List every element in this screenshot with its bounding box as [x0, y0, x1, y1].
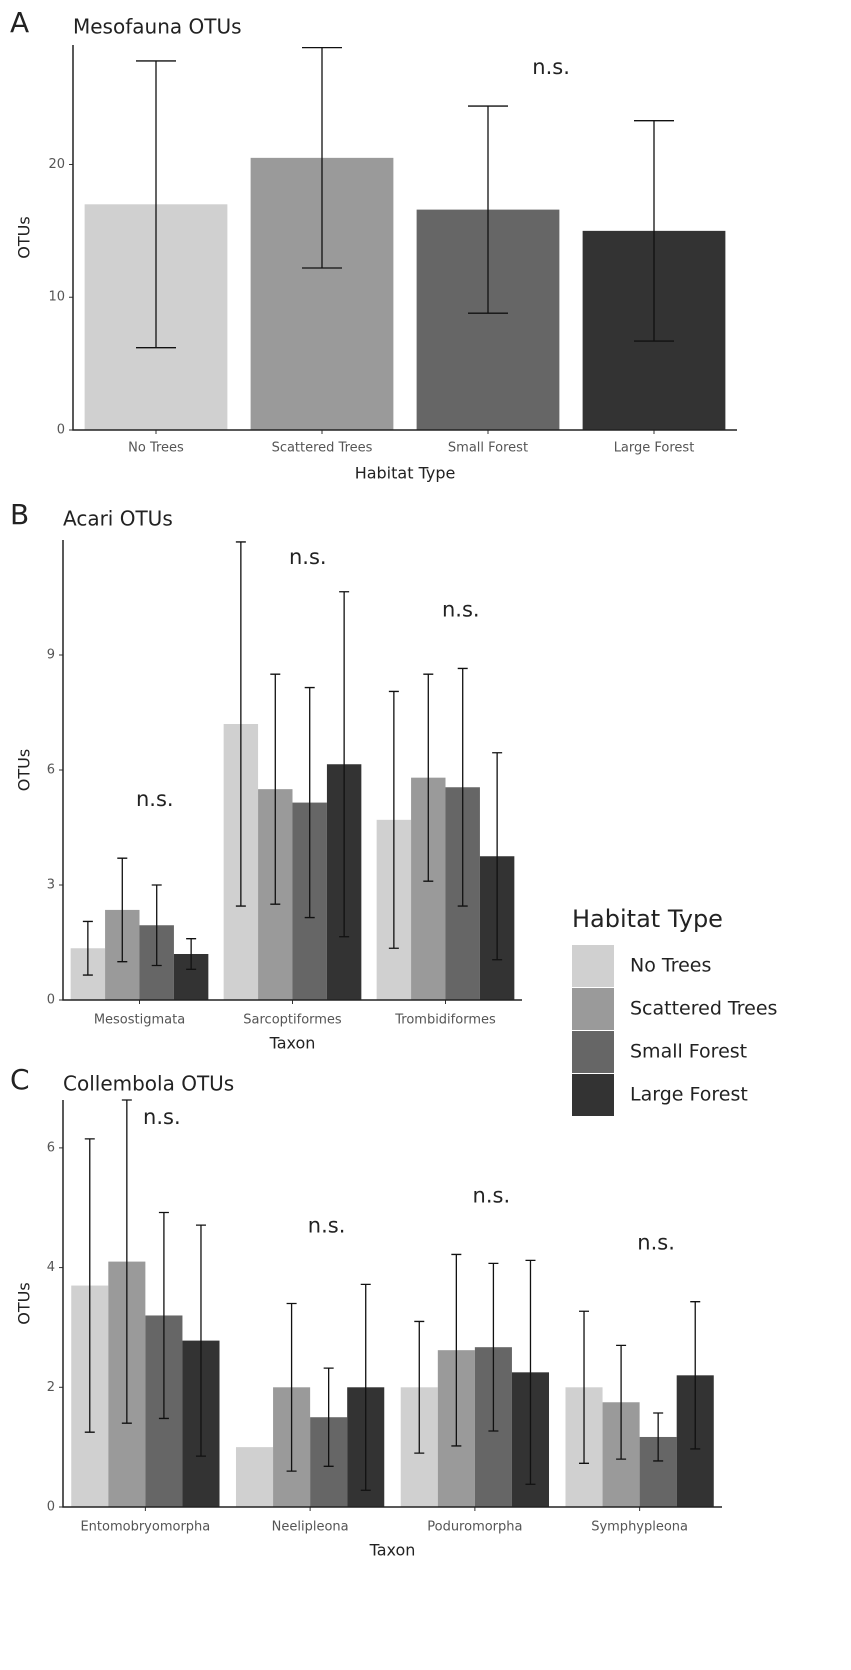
error-bar	[525, 1259, 536, 1485]
annotation: n.s.	[532, 55, 570, 79]
x-tick-label: Symphypleona	[591, 1520, 688, 1535]
x-axis-title: Taxon	[369, 1541, 416, 1560]
error-bar	[121, 1099, 132, 1424]
legend-swatch	[572, 988, 614, 1030]
error-bar	[235, 541, 246, 907]
error-bar	[423, 673, 434, 882]
panel-label: A	[10, 6, 29, 39]
error-bar	[690, 1301, 701, 1450]
group-annotation: n.s.	[289, 545, 327, 569]
error-bar	[82, 920, 93, 976]
error-bar	[151, 884, 162, 967]
error-bar	[195, 1224, 206, 1457]
y-tick-label: 3	[47, 878, 55, 893]
group-annotation: n.s.	[143, 1105, 181, 1129]
chart-title: Acari OTUs	[63, 507, 173, 531]
error-bar	[488, 1262, 499, 1432]
error-bar	[457, 667, 468, 907]
axes	[72, 45, 737, 431]
x-tick-label: Poduromorpha	[427, 1520, 522, 1535]
legend-swatch	[572, 1031, 614, 1073]
panel-label: C	[10, 1063, 30, 1096]
error-bar	[492, 752, 503, 961]
x-tick-label: Neelipleona	[272, 1520, 349, 1535]
group-annotation: n.s.	[136, 787, 174, 811]
x-tick-label: No Trees	[128, 441, 184, 456]
x-tick-label: Trombidiformes	[394, 1013, 496, 1028]
chart-title: Mesofauna OTUs	[73, 15, 242, 39]
x-tick-label: Mesostigmata	[94, 1013, 185, 1028]
x-axis-title: Taxon	[269, 1034, 316, 1053]
x-tick-label: Entomobryomorpha	[80, 1520, 210, 1535]
legend-label: Scattered Trees	[630, 998, 777, 1020]
y-tick-label: 0	[57, 423, 65, 438]
x-tick-label: Small Forest	[448, 441, 528, 456]
error-bar	[634, 120, 674, 342]
error-bar	[302, 47, 342, 269]
legend-label: No Trees	[630, 955, 711, 977]
error-bar	[270, 673, 281, 905]
group-annotation: n.s.	[442, 597, 480, 621]
error-bar	[339, 591, 350, 938]
error-bar	[136, 60, 176, 349]
y-tick-label: 20	[48, 157, 65, 172]
error-bar	[388, 690, 399, 949]
y-tick-label: 4	[47, 1260, 55, 1275]
y-tick-label: 0	[47, 993, 55, 1008]
y-tick-label: 10	[48, 290, 65, 305]
y-axis-title: OTUs	[15, 1282, 34, 1324]
y-tick-label: 2	[47, 1380, 55, 1395]
error-bar	[158, 1211, 169, 1420]
x-tick-label: Large Forest	[614, 441, 695, 456]
y-axis-title: OTUs	[15, 749, 34, 791]
x-tick-label: Scattered Trees	[272, 441, 373, 456]
group-annotation: n.s.	[473, 1183, 511, 1207]
error-bar	[579, 1310, 590, 1464]
axes	[62, 1100, 722, 1508]
error-bar	[616, 1344, 627, 1460]
error-bar	[468, 105, 508, 314]
chart-title: Collembola OTUs	[63, 1072, 234, 1096]
group-annotation: n.s.	[308, 1213, 346, 1237]
x-tick-label: Sarcoptiformes	[243, 1013, 342, 1028]
error-bar	[323, 1367, 334, 1467]
legend-swatch	[572, 1074, 614, 1116]
x-axis-title: Habitat Type	[355, 464, 456, 483]
legend-swatch	[572, 945, 614, 987]
y-tick-label: 6	[47, 1140, 55, 1155]
legend-label: Large Forest	[630, 1084, 748, 1106]
y-tick-label: 9	[47, 648, 55, 663]
error-bar	[360, 1283, 371, 1491]
error-bar	[186, 938, 197, 970]
group-annotation: n.s.	[637, 1231, 675, 1255]
legend-title: Habitat Type	[572, 905, 723, 933]
y-tick-label: 6	[47, 763, 55, 778]
error-bar	[451, 1253, 462, 1447]
error-bar	[653, 1412, 664, 1462]
error-bar	[117, 857, 128, 963]
panel-label: B	[10, 498, 29, 531]
legend-label: Small Forest	[630, 1041, 747, 1063]
error-bar	[84, 1138, 95, 1433]
error-bar	[414, 1320, 425, 1454]
y-axis-title: OTUs	[15, 216, 34, 258]
y-tick-label: 0	[47, 1500, 55, 1515]
error-bar	[286, 1302, 297, 1472]
axes	[62, 540, 522, 1001]
error-bar	[304, 686, 315, 919]
bar	[235, 1447, 274, 1507]
